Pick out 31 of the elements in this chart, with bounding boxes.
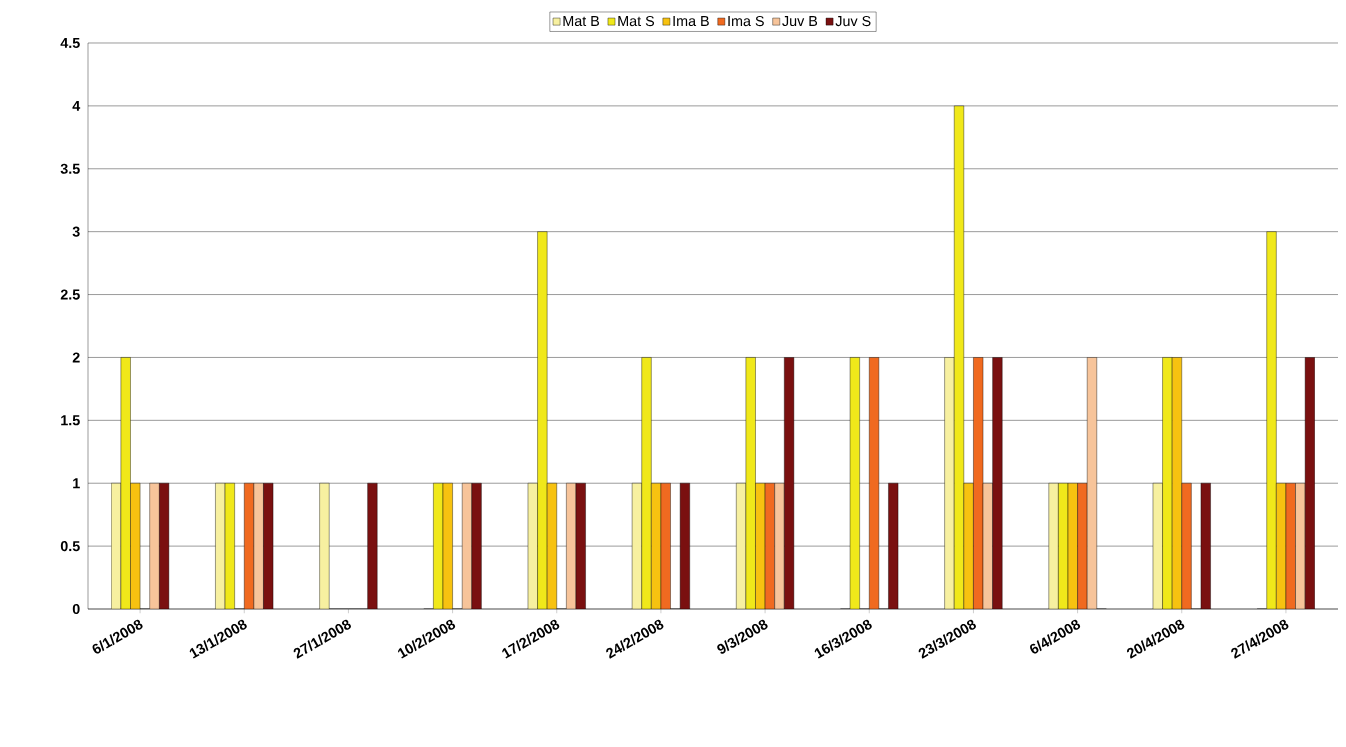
y-tick-label: 3 [72, 226, 80, 237]
bar [471, 483, 482, 609]
y-tick-label: 2.5 [60, 289, 80, 300]
bar [1077, 483, 1088, 609]
y-tick-label: 0.5 [60, 541, 80, 552]
y-tick-label: 1.5 [61, 415, 80, 426]
legend-label: Ima S [728, 15, 764, 27]
legend-label: Ima B [673, 16, 709, 27]
bar [944, 357, 955, 609]
legend-label: Mat B [563, 16, 600, 27]
bar [1181, 483, 1192, 609]
bar [537, 231, 548, 609]
bar [149, 483, 160, 609]
bar [1048, 483, 1059, 609]
bar [774, 483, 785, 609]
bar [963, 483, 974, 609]
bar [1266, 231, 1277, 609]
y-tick-label: 0 [72, 603, 80, 615]
y-tick-label: 2 [72, 352, 80, 363]
bar [641, 357, 652, 609]
y-tick-label: 4.5 [60, 37, 80, 48]
bar [367, 483, 378, 609]
y-tick-label: 3.5 [60, 163, 80, 174]
legend-label: Juv S [835, 15, 871, 27]
legend-label: Juv B [782, 16, 818, 27]
bar [319, 483, 330, 609]
legend-label: Mat S [618, 15, 655, 27]
bar [1162, 357, 1173, 609]
y-tick-label: 4 [72, 100, 81, 111]
bar [992, 357, 1003, 609]
y-tick-label: 1 [73, 478, 80, 489]
